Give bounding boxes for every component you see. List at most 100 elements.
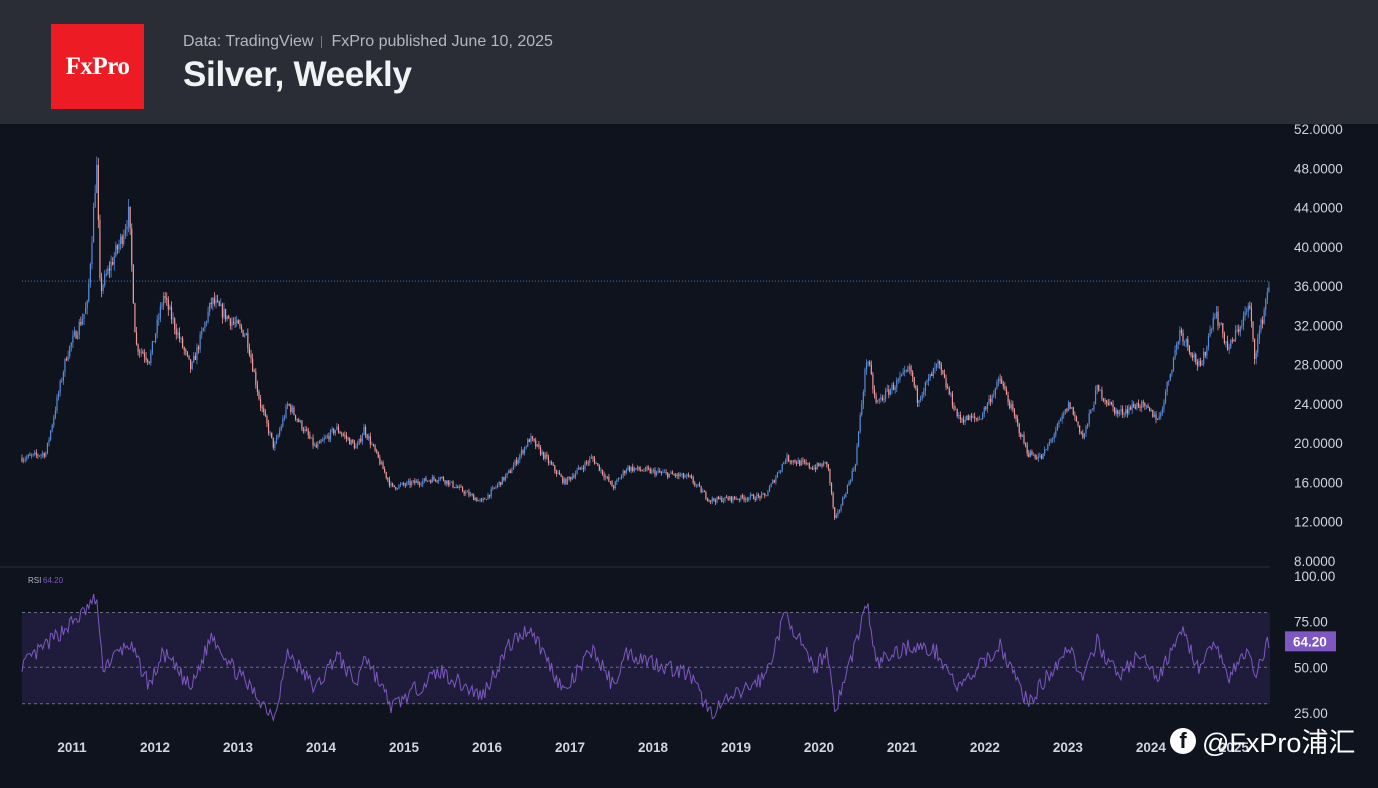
year-tick-label: 2017	[555, 740, 585, 755]
candle-body	[1053, 434, 1055, 439]
candle-body	[374, 445, 376, 451]
candle-body	[1094, 390, 1097, 405]
candle-body	[565, 479, 567, 485]
candle-body	[867, 362, 869, 363]
candle-body	[393, 485, 395, 488]
price-tick-label: 52.0000	[1294, 124, 1343, 137]
candle-body	[1225, 341, 1227, 343]
candle-body	[566, 476, 569, 485]
candle-body	[329, 430, 332, 440]
candle-body	[686, 474, 688, 477]
candle-body	[1047, 444, 1049, 450]
facebook-icon: f	[1170, 727, 1196, 754]
candle-body	[733, 496, 736, 499]
candle-body	[539, 446, 542, 455]
candle-body	[926, 380, 928, 383]
candle-body	[969, 415, 971, 421]
candle-body	[1013, 409, 1016, 416]
candle-body	[215, 300, 217, 304]
candle-body	[788, 455, 790, 462]
candle-body	[364, 427, 367, 435]
candle-body	[186, 351, 189, 356]
candle-body	[668, 473, 670, 478]
candle-body	[1004, 386, 1006, 390]
candle-body	[1265, 299, 1267, 310]
candle-body	[531, 436, 534, 439]
candle-body	[312, 437, 314, 446]
candle-body	[398, 484, 400, 489]
candle-body	[193, 355, 195, 362]
candle-body	[1128, 407, 1130, 414]
year-tick-label: 2020	[804, 740, 834, 755]
candle-body	[753, 494, 755, 500]
candle-body	[147, 359, 149, 362]
candle-body	[266, 415, 268, 424]
candle-body	[417, 481, 419, 484]
candle-body	[843, 497, 845, 499]
candle-body	[1244, 312, 1246, 316]
candle-body	[908, 366, 911, 371]
candle-body	[1231, 340, 1233, 342]
candle-body	[1052, 438, 1054, 440]
candle-body	[729, 496, 731, 500]
candle-body	[185, 350, 187, 352]
candle-body	[212, 297, 214, 305]
candle-body	[428, 480, 430, 482]
candle-body	[1002, 383, 1004, 387]
candle-body	[519, 455, 521, 460]
candle-body	[1147, 405, 1149, 408]
candle-body	[1150, 409, 1152, 412]
candle-body	[473, 494, 475, 501]
candle-body	[1185, 339, 1187, 342]
candle-body	[328, 435, 330, 440]
candle-body	[296, 419, 298, 420]
year-tick-label: 2025	[1219, 740, 1250, 755]
candle-body	[541, 451, 543, 455]
candle-body	[113, 256, 115, 265]
candle-body	[409, 481, 411, 486]
candle-body	[336, 426, 338, 431]
candle-body	[784, 461, 787, 463]
candle-body	[953, 405, 955, 410]
candle-body	[640, 469, 642, 471]
candle-body	[862, 392, 864, 405]
candle-body	[877, 400, 879, 403]
candle-body	[697, 484, 699, 486]
candle-body	[256, 384, 258, 392]
candle-body	[891, 384, 893, 390]
candle-body	[587, 462, 589, 464]
candle-body	[913, 377, 915, 386]
price-and-rsi-chart[interactable]: 52.0000 48.0000 44.0000 40.0000 36.0000 32.00…	[0, 124, 1378, 788]
candle-body	[1059, 419, 1062, 422]
candle-body	[1247, 305, 1249, 312]
candle-body	[840, 505, 842, 511]
candle-body	[797, 460, 799, 464]
candle-body	[116, 245, 119, 250]
candle-body	[342, 434, 344, 436]
candle-body	[356, 444, 359, 447]
candle-body	[366, 434, 368, 439]
candle-body	[791, 461, 793, 463]
candle-body	[1114, 407, 1116, 414]
candle-body	[174, 318, 176, 330]
price-tick-label: 20.0000	[1294, 436, 1343, 451]
candle-body	[1234, 330, 1237, 341]
candle-body	[1226, 341, 1229, 350]
candle-body	[167, 299, 169, 310]
candle-body	[1206, 346, 1208, 356]
candle-body	[875, 395, 877, 403]
candle-body	[708, 500, 710, 502]
candle-body	[1228, 347, 1230, 350]
candle-body	[221, 304, 223, 318]
candle-body	[1180, 330, 1183, 333]
candle-body	[605, 476, 607, 478]
candle-body	[528, 439, 530, 442]
candle-body	[606, 476, 608, 478]
candle-body	[1198, 360, 1200, 366]
rsi-current-value-badge	[1285, 631, 1336, 652]
candle-body	[638, 466, 640, 470]
candle-body	[140, 351, 142, 353]
candle-body	[1012, 404, 1014, 410]
candle-body	[24, 459, 26, 460]
candle-body	[59, 381, 61, 393]
